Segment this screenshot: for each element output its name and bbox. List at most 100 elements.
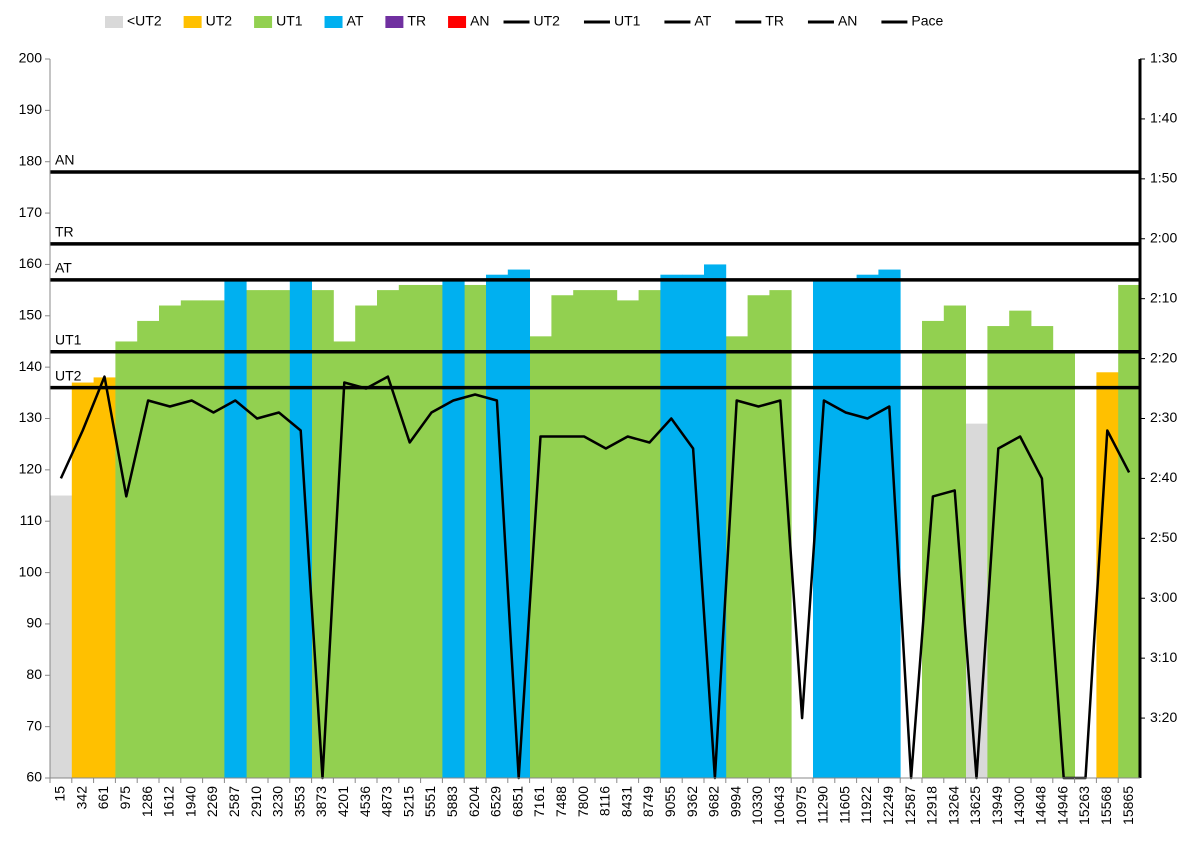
- x-tick-label: 12249: [880, 786, 896, 825]
- y2-tick-label: 2:50: [1150, 529, 1177, 545]
- legend-swatch: [183, 16, 202, 28]
- legend-swatch: [448, 16, 467, 28]
- bar: [246, 290, 269, 778]
- pace-line: [59, 375, 1131, 780]
- y-tick-label: 100: [19, 563, 43, 579]
- bar: [71, 382, 94, 778]
- bar: [224, 279, 247, 778]
- legend-swatch: [324, 16, 343, 28]
- y2-tick-label: 1:40: [1150, 110, 1177, 126]
- x-tick-label: 1286: [139, 786, 155, 817]
- bar: [289, 279, 312, 778]
- x-tick-label: 2587: [226, 786, 242, 817]
- x-tick-label: 15: [52, 786, 68, 802]
- bar: [747, 295, 770, 778]
- threshold-label: AT: [55, 260, 72, 276]
- bar: [987, 326, 1010, 778]
- x-tick-label: 3230: [270, 786, 286, 817]
- bar: [1118, 284, 1141, 778]
- bar: [377, 290, 400, 778]
- bar: [616, 300, 639, 778]
- bar: [725, 336, 748, 778]
- x-tick-label: 7488: [553, 786, 569, 817]
- legend-label: UT2: [534, 13, 561, 29]
- y-tick-label: 160: [19, 255, 43, 271]
- x-tick-label: 10330: [749, 786, 765, 825]
- x-tick-label: 7800: [575, 786, 591, 817]
- x-tick-label: 11605: [836, 786, 852, 824]
- y-tick-label: 120: [19, 461, 43, 477]
- x-tick-label: 12918: [924, 786, 940, 825]
- legend-label: TR: [765, 13, 784, 29]
- y2-tick-label: 1:30: [1150, 50, 1177, 66]
- x-tick-label: 8116: [597, 786, 613, 816]
- x-tick-label: 8431: [618, 786, 634, 817]
- x-tick-label: 4201: [335, 786, 351, 817]
- legend-label: UT1: [614, 13, 641, 29]
- x-tick-label: 9055: [662, 786, 678, 817]
- x-tick-label: 13625: [967, 786, 983, 825]
- x-tick-label: 11922: [858, 786, 874, 824]
- x-tick-label: 14300: [1011, 786, 1027, 825]
- threshold-label: AN: [55, 152, 74, 168]
- bar: [551, 295, 574, 778]
- bar: [442, 279, 465, 778]
- y2-tick-label: 2:20: [1150, 349, 1177, 365]
- x-tick-label: 10643: [771, 786, 787, 825]
- legend-label: AT: [347, 13, 364, 29]
- y-tick-label: 170: [19, 204, 43, 220]
- bar: [180, 300, 203, 778]
- x-tick-label: 975: [117, 786, 133, 810]
- legend-label: AN: [470, 13, 489, 29]
- y2-tick-label: 1:50: [1150, 170, 1177, 186]
- bar: [856, 274, 879, 778]
- x-tick-label: 2910: [248, 786, 264, 817]
- threshold-label: UT2: [55, 367, 82, 383]
- y2-tick-label: 3:10: [1150, 649, 1177, 665]
- legend-swatch: [385, 16, 404, 28]
- bar: [115, 341, 138, 778]
- legend-label: Pace: [911, 13, 943, 29]
- y2-tick-label: 2:30: [1150, 409, 1177, 425]
- legend-swatch: [254, 16, 273, 28]
- bar: [202, 300, 225, 778]
- x-tick-label: 10975: [793, 786, 809, 825]
- legend-label: UT1: [276, 13, 303, 29]
- x-tick-label: 3873: [313, 786, 329, 817]
- x-tick-label: 9362: [684, 786, 700, 817]
- bar: [137, 320, 160, 778]
- x-tick-label: 14648: [1033, 786, 1049, 825]
- x-tick-label: 2269: [204, 786, 220, 817]
- bar: [398, 284, 421, 778]
- bar: [834, 279, 857, 778]
- x-tick-label: 661: [95, 786, 111, 810]
- y-tick-label: 190: [19, 101, 43, 117]
- y-tick-label: 150: [19, 306, 43, 322]
- y-tick-label: 60: [26, 769, 42, 785]
- y-tick-label: 90: [26, 615, 42, 631]
- bar: [93, 377, 116, 778]
- legend-label: TR: [407, 13, 426, 29]
- bar: [704, 264, 727, 778]
- x-tick-label: 4536: [357, 786, 373, 817]
- bar: [50, 495, 73, 778]
- x-tick-label: 13264: [945, 786, 961, 825]
- bar: [638, 290, 661, 778]
- bar: [507, 269, 530, 778]
- x-tick-label: 1612: [161, 786, 177, 817]
- bar: [922, 320, 945, 778]
- x-tick-label: 9682: [706, 786, 722, 817]
- bar: [878, 269, 901, 778]
- x-tick-label: 5551: [422, 786, 438, 817]
- x-tick-label: 15865: [1120, 786, 1136, 825]
- bar: [769, 290, 792, 778]
- x-tick-label: 11290: [815, 786, 831, 824]
- y-tick-label: 140: [19, 358, 43, 374]
- x-tick-label: 7161: [531, 786, 547, 817]
- bar: [333, 341, 356, 778]
- legend-label: UT2: [206, 13, 233, 29]
- y-tick-label: 130: [19, 409, 43, 425]
- y2-tick-label: 2:10: [1150, 289, 1177, 305]
- bar: [660, 274, 683, 778]
- legend-label: AT: [694, 13, 711, 29]
